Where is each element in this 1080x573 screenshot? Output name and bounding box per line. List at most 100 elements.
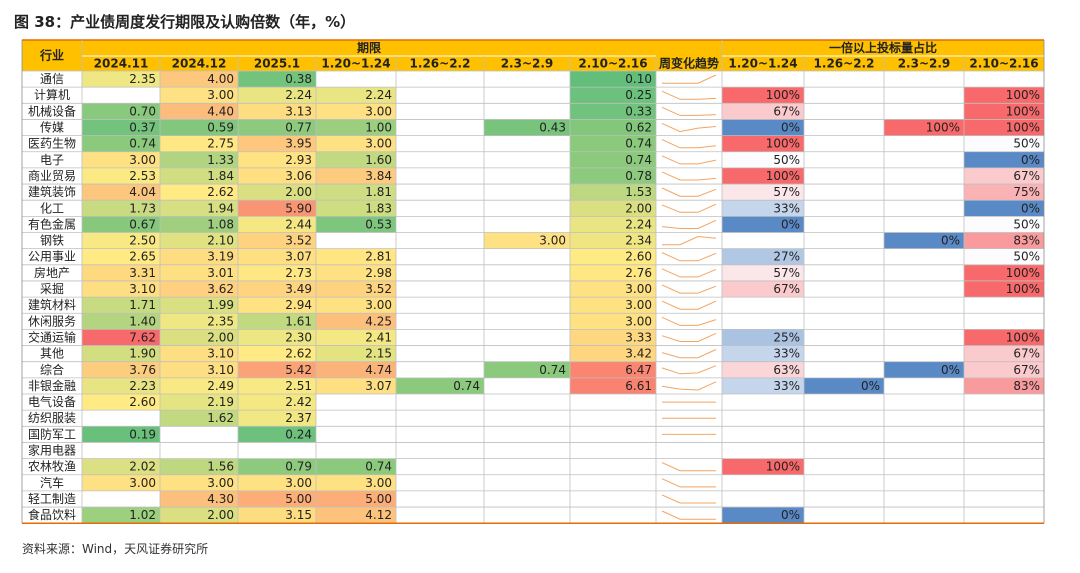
term-value: 5.90 (285, 201, 312, 215)
term-cell (160, 507, 238, 524)
term-cell (238, 232, 316, 249)
term-cell (82, 167, 160, 185)
term-cell (570, 200, 656, 217)
term-cell (484, 232, 570, 249)
term-cell (160, 248, 238, 265)
term-value: 3.19 (207, 250, 234, 264)
term-cell (238, 264, 316, 281)
term-value: 3.00 (539, 234, 566, 248)
term-value: 3.00 (207, 88, 234, 102)
term-value: 2.98 (365, 266, 392, 280)
term-cell (316, 280, 396, 298)
term-cell (160, 135, 238, 152)
term-value: 3.07 (285, 250, 312, 264)
trend-sparkline (661, 462, 716, 472)
ratio-value: 100% (766, 460, 800, 474)
row-industry-label: 综合 (40, 362, 64, 377)
ratio-cell (722, 200, 804, 217)
ratio-cell (964, 248, 1044, 265)
term-value: 3.00 (365, 476, 392, 490)
term-value: 4.00 (207, 72, 234, 86)
term-cell (316, 507, 396, 524)
term-cell (570, 184, 656, 201)
row-industry-label: 有色金属 (28, 216, 76, 231)
term-value: 2.24 (625, 217, 652, 231)
term-value: 3.00 (625, 298, 652, 312)
term-value: 2.37 (285, 411, 312, 425)
ratio-cell (964, 232, 1044, 249)
ratio-cell (722, 507, 804, 524)
header-term-col: 2024.11 (94, 57, 149, 71)
term-value: 3.07 (365, 379, 392, 393)
header-group-term: 期限 (357, 40, 381, 55)
ratio-value: 33% (773, 347, 800, 361)
trend-sparkline (661, 332, 717, 342)
term-value: 2.35 (129, 72, 156, 86)
term-cell (316, 458, 396, 475)
term-value: 3.00 (207, 476, 234, 490)
term-value: 3.00 (365, 298, 392, 312)
term-cell (316, 135, 396, 152)
term-cell (238, 151, 316, 168)
term-value: 2.02 (129, 460, 156, 474)
ratio-cell (884, 232, 964, 249)
term-value: 1.33 (207, 153, 234, 167)
ratio-cell (722, 184, 804, 201)
ratio-cell (964, 200, 1044, 217)
term-value: 3.00 (285, 476, 312, 490)
ratio-value: 33% (773, 379, 800, 393)
term-value: 0.24 (285, 427, 312, 441)
ratio-cell (722, 248, 804, 265)
header-ratio-col: 2.10~2.16 (969, 57, 1038, 71)
term-value: 3.42 (625, 347, 652, 361)
term-value: 5.00 (285, 492, 312, 506)
row-industry-label: 传媒 (40, 120, 64, 135)
term-cell (160, 474, 238, 491)
term-cell (316, 184, 396, 201)
ratio-value: 67% (773, 282, 800, 296)
term-cell (238, 377, 316, 394)
term-cell (82, 458, 160, 475)
ratio-value: 0% (781, 217, 800, 231)
term-cell (570, 313, 656, 330)
term-value: 2.00 (625, 201, 652, 215)
term-cell (238, 135, 316, 152)
ratio-value: 100% (766, 88, 800, 102)
term-value: 5.00 (365, 492, 392, 506)
term-value: 0.67 (129, 217, 156, 231)
row-industry-label: 计算机 (34, 87, 70, 102)
ratio-cell (722, 119, 804, 136)
term-value: 2.00 (207, 508, 234, 522)
row-industry-label: 商业贸易 (28, 168, 76, 183)
ratio-cell (722, 167, 804, 185)
term-value: 0.74 (453, 379, 480, 393)
trend-sparkline (661, 349, 717, 359)
ratio-value: 67% (773, 104, 800, 118)
row-industry-label: 汽车 (40, 475, 64, 490)
term-cell (82, 216, 160, 233)
row-industry-label: 医药生物 (28, 137, 76, 151)
row-industry-label: 国防军工 (28, 426, 76, 441)
term-value: 1.00 (365, 121, 392, 135)
term-cell (160, 490, 238, 508)
term-value: 4.30 (207, 492, 234, 506)
row-industry-label: 食品饮料 (28, 507, 76, 522)
term-cell (316, 264, 396, 281)
header-term-col: 2025.1 (254, 57, 300, 71)
term-value: 2.35 (207, 314, 234, 328)
row-industry-label: 电子 (40, 153, 64, 167)
ratio-cell (964, 135, 1044, 152)
term-value: 2.10 (207, 234, 234, 248)
term-value: 1.81 (365, 185, 392, 199)
term-cell (570, 361, 656, 378)
row-industry-label: 建筑材料 (28, 297, 76, 312)
row-industry-label: 采掘 (40, 281, 64, 296)
row-industry-label: 其他 (40, 347, 64, 361)
ratio-value: 0% (941, 234, 960, 248)
row-industry-label: 机械设备 (28, 103, 76, 118)
term-cell (82, 135, 160, 152)
header-ratio-col: 2.3~2.9 (898, 57, 951, 71)
term-value: 0.78 (625, 169, 652, 183)
term-cell (238, 87, 316, 104)
